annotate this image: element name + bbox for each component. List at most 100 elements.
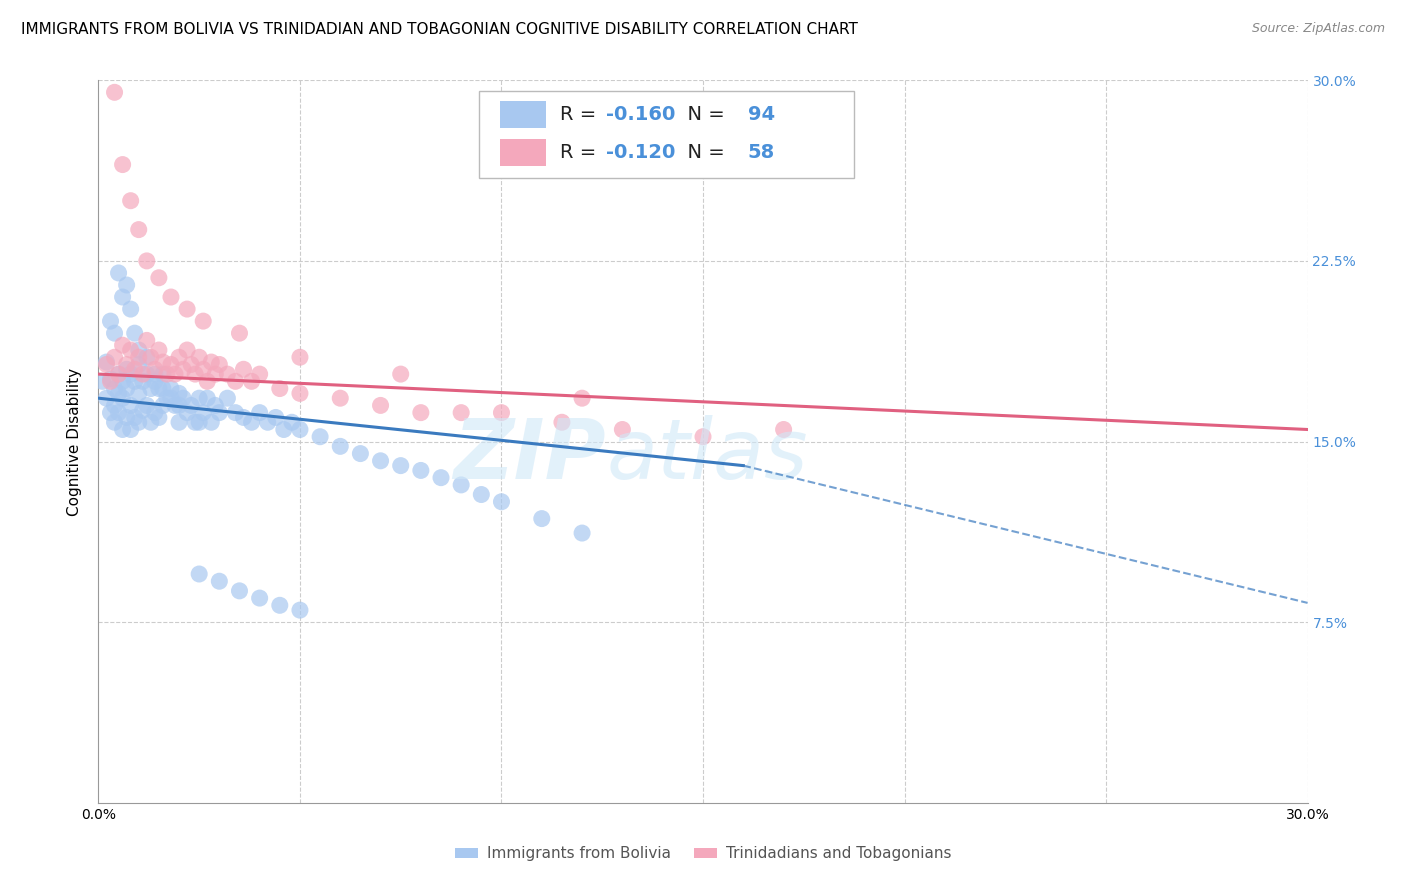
- Point: [152, 367, 174, 381]
- Point: [107, 367, 129, 381]
- Point: [551, 415, 574, 429]
- Point: [176, 343, 198, 357]
- Point: [103, 85, 125, 99]
- Point: [772, 422, 794, 436]
- Point: [430, 470, 453, 484]
- Point: [115, 358, 138, 372]
- Point: [176, 406, 198, 420]
- Point: [128, 350, 150, 364]
- Point: [152, 355, 174, 369]
- Text: R =: R =: [561, 105, 603, 124]
- Point: [135, 367, 157, 381]
- Point: [107, 406, 129, 420]
- Point: [195, 374, 218, 388]
- Text: ZIP: ZIP: [454, 416, 606, 497]
- Point: [612, 422, 634, 436]
- Point: [111, 422, 134, 436]
- Point: [450, 478, 472, 492]
- Point: [409, 463, 432, 477]
- Point: [120, 343, 142, 357]
- Point: [470, 487, 492, 501]
- Point: [96, 358, 118, 372]
- Point: [103, 326, 125, 340]
- Point: [571, 391, 593, 405]
- Point: [103, 398, 125, 412]
- Point: [224, 406, 246, 420]
- Point: [132, 367, 155, 381]
- Point: [184, 415, 207, 429]
- Point: [208, 358, 231, 372]
- Point: [256, 415, 278, 429]
- Point: [148, 343, 170, 357]
- Point: [156, 391, 179, 405]
- Point: [107, 367, 129, 381]
- Point: [160, 358, 183, 372]
- Point: [240, 415, 263, 429]
- Point: [389, 458, 412, 473]
- Point: [232, 410, 254, 425]
- Point: [329, 391, 352, 405]
- Point: [288, 603, 311, 617]
- Point: [217, 391, 239, 405]
- Point: [491, 494, 513, 508]
- Point: [143, 362, 166, 376]
- Point: [409, 406, 432, 420]
- Point: [163, 367, 186, 381]
- Point: [172, 391, 194, 405]
- Point: [143, 406, 166, 420]
- Point: [180, 398, 202, 412]
- Point: [103, 415, 125, 429]
- Point: [148, 270, 170, 285]
- Point: [103, 382, 125, 396]
- Point: [692, 430, 714, 444]
- Point: [120, 398, 142, 412]
- Point: [103, 350, 125, 364]
- Point: [111, 391, 134, 405]
- Point: [120, 301, 142, 317]
- Legend: Immigrants from Bolivia, Trinidadians and Tobagonians: Immigrants from Bolivia, Trinidadians an…: [449, 840, 957, 867]
- Text: atlas: atlas: [606, 416, 808, 497]
- Point: [100, 314, 122, 328]
- Point: [204, 398, 226, 412]
- Point: [193, 406, 215, 420]
- Point: [200, 355, 222, 369]
- Point: [167, 386, 190, 401]
- Point: [188, 567, 211, 582]
- Point: [180, 358, 202, 372]
- Point: [217, 367, 239, 381]
- Text: N =: N =: [675, 143, 731, 162]
- Point: [167, 398, 190, 412]
- Point: [167, 350, 190, 364]
- Point: [96, 391, 118, 405]
- Point: [135, 350, 157, 364]
- Point: [269, 599, 291, 613]
- Point: [128, 358, 150, 372]
- Point: [135, 334, 157, 348]
- Point: [249, 591, 271, 605]
- Point: [204, 367, 226, 381]
- Point: [148, 382, 170, 396]
- Point: [115, 362, 138, 376]
- Point: [124, 374, 146, 388]
- Point: [128, 415, 150, 429]
- Point: [208, 406, 231, 420]
- Point: [111, 290, 134, 304]
- Point: [288, 350, 311, 364]
- Text: 58: 58: [748, 143, 775, 162]
- Point: [124, 410, 146, 425]
- Point: [228, 326, 250, 340]
- Point: [132, 403, 155, 417]
- Point: [167, 415, 190, 429]
- Point: [249, 367, 271, 381]
- Point: [288, 386, 311, 401]
- Point: [184, 367, 207, 381]
- Point: [135, 253, 157, 268]
- Point: [160, 290, 183, 304]
- Point: [128, 386, 150, 401]
- Point: [188, 415, 211, 429]
- Point: [200, 415, 222, 429]
- Point: [269, 382, 291, 396]
- Point: [273, 422, 295, 436]
- Point: [389, 367, 412, 381]
- FancyBboxPatch shape: [479, 91, 855, 178]
